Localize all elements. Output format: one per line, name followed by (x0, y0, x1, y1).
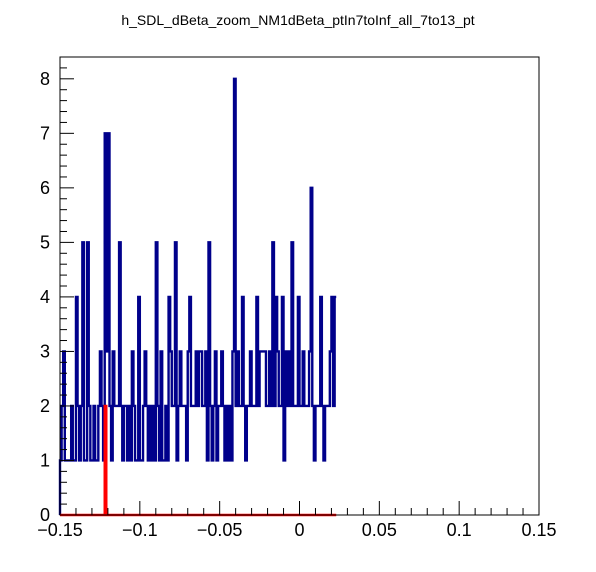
x-tick-label: 0.05 (362, 520, 397, 540)
x-tick-label: 0.1 (447, 520, 472, 540)
x-tick-label: 0.15 (521, 520, 556, 540)
x-tick-label: −0.15 (37, 520, 83, 540)
y-tick-label: 1 (40, 450, 50, 470)
x-tick-label: −0.05 (197, 520, 243, 540)
histogram-series-0 (58, 77, 337, 515)
y-tick-label: 4 (40, 287, 50, 307)
x-tick-label: 0 (294, 520, 304, 540)
y-tick-label: 5 (40, 232, 50, 252)
histogram-series-1 (60, 404, 337, 517)
x-tick-label: −0.1 (122, 520, 158, 540)
y-tick-label: 6 (40, 178, 50, 198)
y-tick-label: 3 (40, 341, 50, 361)
y-tick-label: 0 (40, 505, 50, 525)
y-tick-label: 2 (40, 396, 50, 416)
y-tick-label: 8 (40, 69, 50, 89)
axis-layer: −0.15 −0.1 −0.05 0 0.05 0.1 0.15 0 1 2 3 4 5 6 7 8 (37, 56, 557, 540)
series-layer (58, 77, 337, 517)
chart-title: h_SDL_dBeta_zoom_NM1dBeta_ptIn7toInf_all… (121, 12, 474, 28)
y-tick-label: 7 (40, 123, 50, 143)
